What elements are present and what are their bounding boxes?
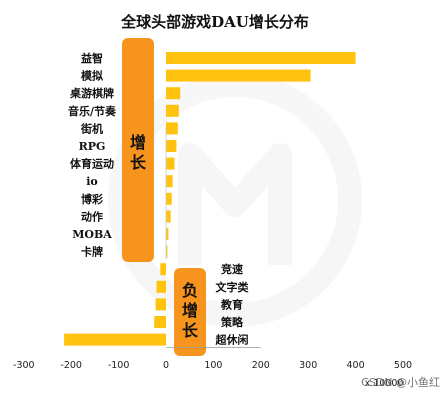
category-label: 体育运动 (70, 157, 114, 171)
decline-badge-box (174, 268, 206, 356)
bar-16 (154, 316, 166, 328)
category-label: 策略 (220, 315, 244, 329)
category-label: 街机 (80, 121, 103, 135)
x-tick-label: -100 (108, 360, 130, 371)
category-label: MOBA (72, 228, 112, 241)
category-label: 竞速 (221, 262, 243, 276)
bar-6 (166, 140, 177, 152)
category-label: 模拟 (81, 69, 103, 83)
bar-5 (166, 122, 178, 135)
category-label: 音乐/节奏 (68, 104, 117, 118)
x-tick-label: 0 (163, 360, 169, 371)
bar-17 (64, 333, 166, 346)
chart-title: 全球头部游戏DAU增长分布 (120, 13, 309, 31)
x-tick-label: 200 (252, 360, 270, 371)
bar-14 (156, 280, 166, 293)
bar-15 (155, 298, 166, 311)
category-label: io (86, 175, 98, 188)
x-tick-label: 400 (347, 360, 365, 371)
category-label: 文字类 (216, 280, 250, 294)
category-label: 超休闲 (215, 333, 249, 347)
bar-8 (166, 175, 173, 188)
decline-badge-label: 负增长 (182, 281, 199, 340)
x-tick-label: 500 (394, 360, 412, 371)
growth-badge-label: 增长 (130, 133, 147, 172)
decline-badge: 负增长 (174, 268, 206, 356)
watermark-text: CSDN @小鱼红 (361, 375, 440, 389)
x-tick-label: -200 (60, 360, 82, 371)
bar-11 (166, 228, 169, 240)
x-tick-label: -300 (13, 360, 35, 371)
growth-badge-box (122, 38, 154, 262)
bar-7 (166, 157, 175, 170)
category-label: 动作 (81, 209, 103, 223)
bar-4 (166, 104, 179, 117)
bar-10 (166, 210, 171, 223)
bar-12 (166, 245, 168, 258)
bar-9 (166, 192, 172, 205)
bar-3 (166, 87, 181, 100)
bar-series (64, 52, 356, 349)
bar-1 (166, 52, 356, 64)
x-axis-ticks: -300 -200 -100 0 100 200 300 400 500 (13, 360, 412, 371)
x-tick-label: 100 (204, 360, 222, 371)
bar-13 (160, 263, 166, 276)
bar-2 (166, 69, 311, 82)
background-logo-icon (108, 73, 362, 327)
category-label: RPG (79, 140, 106, 153)
x-axis-unit: x 10000 (365, 378, 404, 389)
x-tick-label: 300 (299, 360, 317, 371)
category-label: 教育 (220, 297, 243, 311)
category-label: 桌游棋牌 (69, 86, 114, 100)
category-label: 卡牌 (81, 245, 103, 259)
category-label: 博彩 (81, 192, 103, 206)
growth-badge: 增长 (122, 38, 154, 262)
category-label: 益智 (81, 51, 103, 65)
